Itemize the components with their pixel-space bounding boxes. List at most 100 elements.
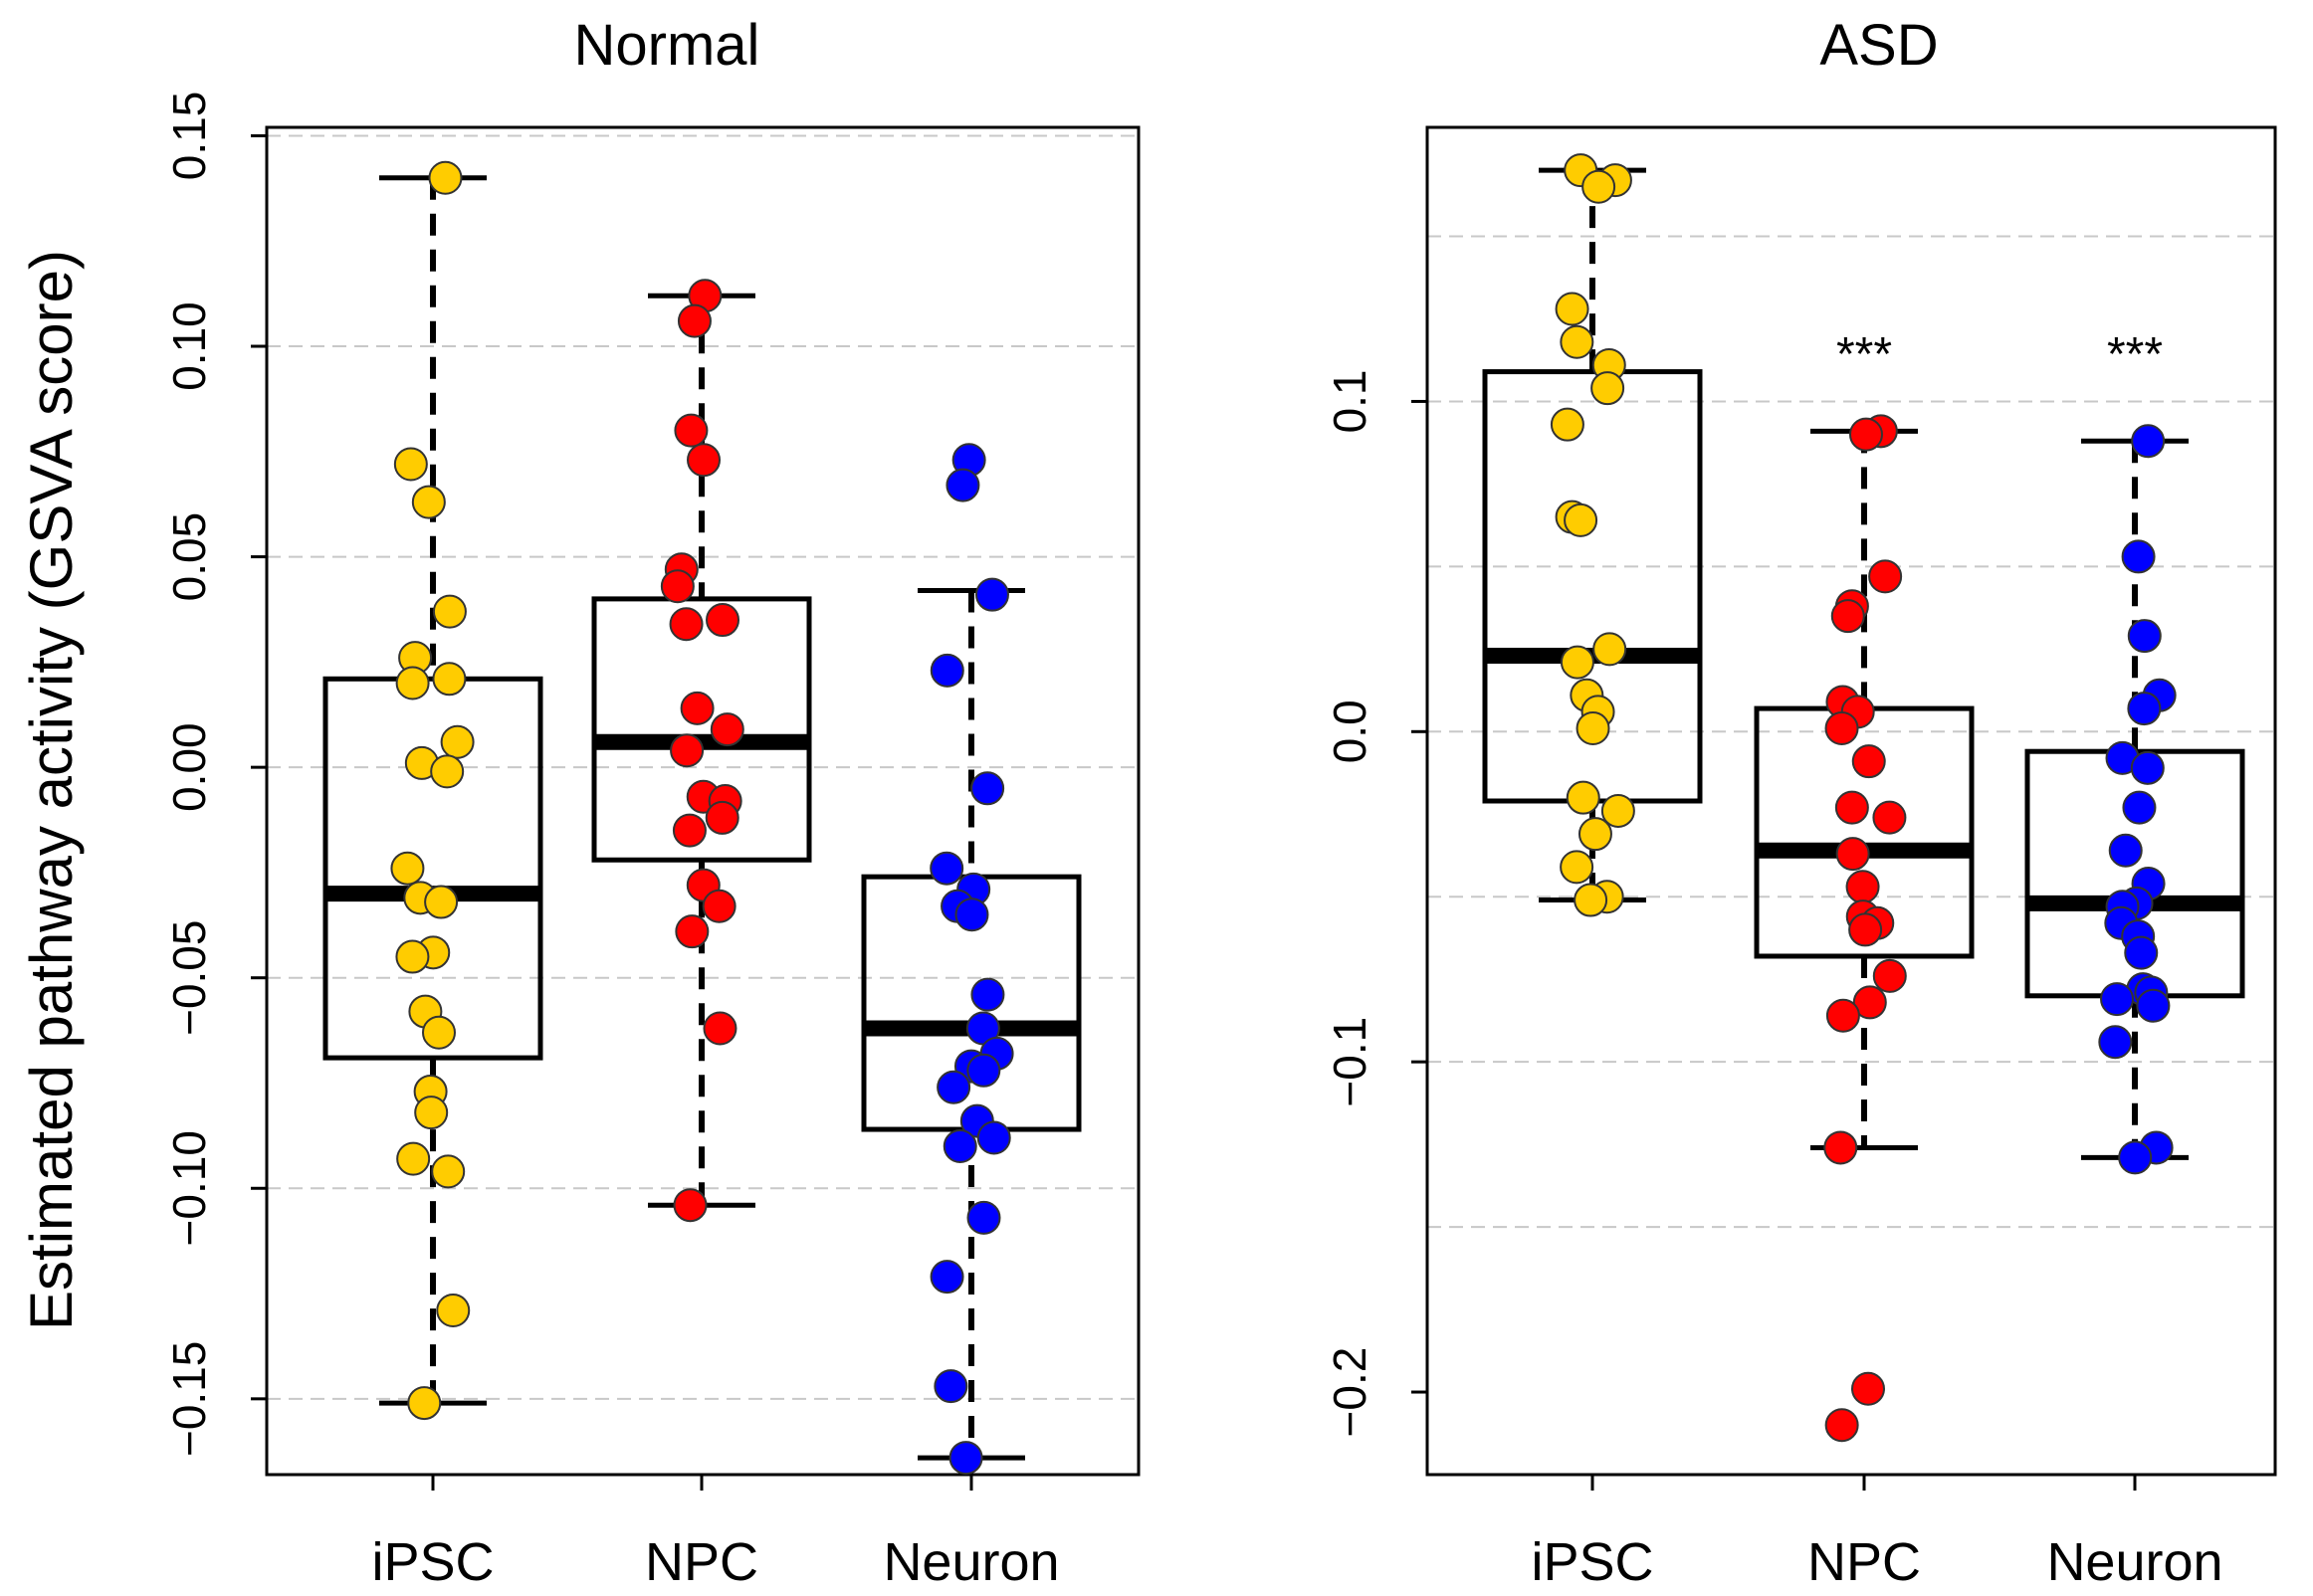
y-tick-label: −0.15 <box>163 1341 215 1457</box>
x-tick-label-ipsc: iPSC <box>1531 1532 1653 1592</box>
data-point <box>1845 870 1880 904</box>
data-point <box>1823 1130 1858 1165</box>
data-point <box>660 569 695 604</box>
data-point <box>966 1053 1001 1088</box>
data-point <box>432 594 467 629</box>
y-tick-label: 0.10 <box>163 301 215 391</box>
data-point <box>670 733 705 768</box>
data-point <box>432 662 467 697</box>
y-tick-label: 0.0 <box>1324 699 1375 763</box>
significance-label: *** <box>1836 328 1892 381</box>
data-point <box>436 1293 471 1327</box>
data-point <box>1560 850 1594 885</box>
data-point <box>1560 645 1594 680</box>
data-point <box>976 1120 1011 1155</box>
data-point <box>1581 169 1616 204</box>
data-point <box>1824 710 1859 745</box>
data-point <box>930 1260 964 1295</box>
data-point <box>1850 1371 1885 1406</box>
data-point <box>1550 407 1584 442</box>
data-point <box>705 800 739 835</box>
data-point <box>430 754 465 789</box>
data-point <box>1600 793 1635 828</box>
data-point <box>1852 985 1887 1020</box>
data-point <box>930 653 964 688</box>
data-point <box>2136 988 2171 1023</box>
data-point <box>1592 632 1627 667</box>
data-point <box>2124 935 2159 970</box>
y-tick-label: 0.15 <box>163 92 215 181</box>
y-tick-label: 0.1 <box>1324 369 1375 433</box>
data-point <box>2130 750 2165 785</box>
data-point <box>390 851 425 886</box>
data-point <box>1564 502 1598 537</box>
y-tick-label: −0.2 <box>1324 1347 1375 1438</box>
significance-label: *** <box>2107 328 2163 381</box>
data-point <box>1872 958 1907 993</box>
data-point <box>680 691 715 725</box>
y-tick-label: −0.1 <box>1324 1017 1375 1107</box>
data-point <box>2127 619 2162 654</box>
data-point <box>1868 559 1903 594</box>
data-point <box>702 889 736 923</box>
y-tick-label: 0.05 <box>163 512 215 602</box>
data-point <box>407 1386 442 1421</box>
data-point <box>966 1200 1001 1235</box>
data-point <box>1577 817 1612 852</box>
data-point <box>2100 982 2135 1017</box>
data-point <box>1848 417 1883 452</box>
y-axis-label: Estimated pathway activity (GSVA score) <box>18 250 85 1330</box>
data-point <box>1824 1408 1859 1443</box>
panel-normal: Normal −0.15 −0.10 −0.05 0.00 0.05 0.10 0.15 iPS… <box>163 13 1141 1592</box>
data-point <box>970 771 1005 806</box>
panel-asd: ASD −0.2 −0.1 0.0 0.1 iPSC NPC *** Neuron *** <box>1324 13 2277 1592</box>
data-point <box>1872 800 1907 835</box>
x-tick-label-neuron: Neuron <box>2046 1532 2222 1592</box>
data-point <box>2121 539 2156 574</box>
data-point <box>2131 424 2166 459</box>
data-point <box>431 1154 466 1189</box>
data-point <box>672 813 707 848</box>
data-point <box>428 160 463 195</box>
data-point <box>674 413 709 448</box>
data-point <box>1560 324 1594 359</box>
y-tick-label: 0.00 <box>163 722 215 812</box>
data-point <box>2122 790 2157 825</box>
x-tick-label-ipsc: iPSC <box>371 1532 494 1592</box>
data-point <box>1825 998 1860 1033</box>
data-point <box>395 666 430 700</box>
data-point <box>1576 710 1610 745</box>
data-point <box>669 607 704 642</box>
data-point <box>1555 292 1589 326</box>
data-point <box>946 468 980 502</box>
data-point <box>1848 912 1883 947</box>
data-point <box>1590 371 1625 406</box>
data-point <box>677 303 712 338</box>
data-point <box>687 443 722 478</box>
data-point <box>1574 883 1608 917</box>
box-npc <box>591 596 812 863</box>
x-tick-label-npc: NPC <box>645 1532 758 1592</box>
data-point <box>414 1096 449 1130</box>
data-point <box>440 724 475 759</box>
data-point <box>396 1141 431 1176</box>
data-point <box>2118 1140 2153 1175</box>
data-point <box>930 851 964 886</box>
data-point <box>411 485 446 519</box>
panel-title: ASD <box>1819 13 1938 78</box>
y-tick-label: −0.10 <box>163 1130 215 1246</box>
data-point <box>943 1128 977 1163</box>
data-point <box>421 1015 456 1050</box>
data-point <box>673 1188 708 1223</box>
data-point <box>2127 692 2162 726</box>
data-point <box>1851 744 1886 779</box>
x-tick-label-neuron: Neuron <box>883 1532 1059 1592</box>
data-point <box>706 603 740 638</box>
data-point <box>974 577 1009 612</box>
data-point <box>937 1070 971 1104</box>
data-point <box>675 914 710 949</box>
plot-frame <box>1425 125 2277 1477</box>
data-point <box>424 885 459 919</box>
data-point <box>954 898 989 932</box>
